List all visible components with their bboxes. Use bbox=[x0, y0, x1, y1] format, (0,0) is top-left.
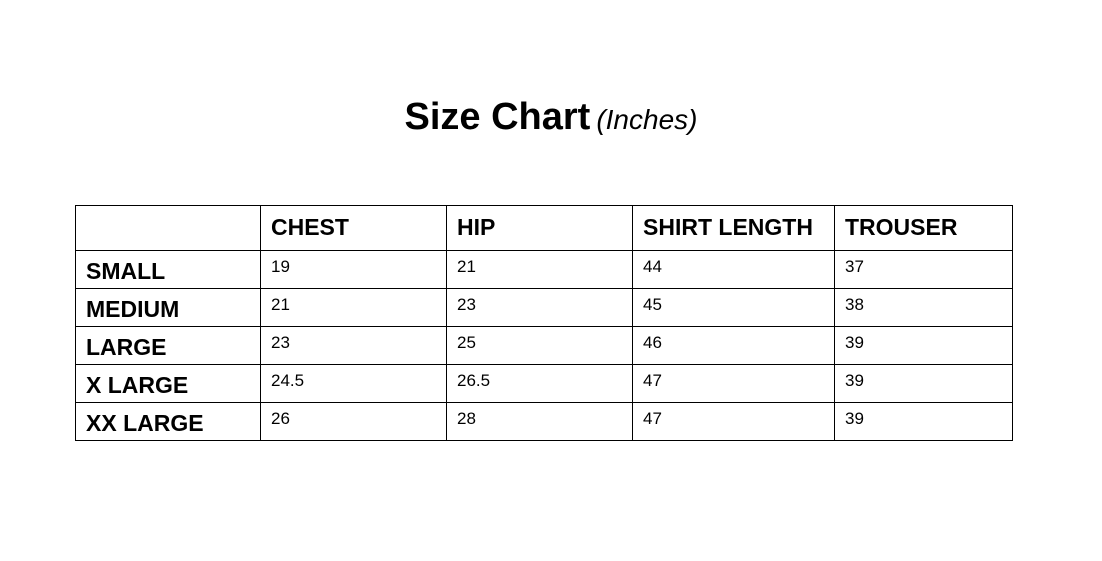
header-cell bbox=[75, 205, 261, 251]
value-cell: 25 bbox=[446, 326, 633, 365]
size-label: MEDIUM bbox=[75, 288, 261, 327]
value-cell: 23 bbox=[446, 288, 633, 327]
value-cell: 24.5 bbox=[260, 364, 447, 403]
value-cell: 38 bbox=[834, 288, 1013, 327]
value-cell: 21 bbox=[446, 250, 633, 289]
value-cell: 39 bbox=[834, 326, 1013, 365]
table-row: XX LARGE 26 28 47 39 bbox=[75, 402, 1013, 441]
header-cell: HIP bbox=[446, 205, 633, 251]
table-row: SMALL 19 21 44 37 bbox=[75, 250, 1013, 289]
value-cell: 46 bbox=[632, 326, 835, 365]
page-title: Size Chart (Inches) bbox=[0, 96, 1102, 139]
value-cell: 21 bbox=[260, 288, 447, 327]
table-row: X LARGE 24.5 26.5 47 39 bbox=[75, 364, 1013, 403]
value-cell: 39 bbox=[834, 402, 1013, 441]
value-cell: 28 bbox=[446, 402, 633, 441]
header-cell: SHIRT LENGTH bbox=[632, 205, 835, 251]
size-label: LARGE bbox=[75, 326, 261, 365]
table-row: MEDIUM 21 23 45 38 bbox=[75, 288, 1013, 327]
value-cell: 47 bbox=[632, 402, 835, 441]
table-row: LARGE 23 25 46 39 bbox=[75, 326, 1013, 365]
value-cell: 26.5 bbox=[446, 364, 633, 403]
value-cell: 37 bbox=[834, 250, 1013, 289]
header-cell: CHEST bbox=[260, 205, 447, 251]
title-unit: (Inches) bbox=[596, 104, 698, 135]
value-cell: 26 bbox=[260, 402, 447, 441]
value-cell: 23 bbox=[260, 326, 447, 365]
value-cell: 45 bbox=[632, 288, 835, 327]
value-cell: 39 bbox=[834, 364, 1013, 403]
size-label: X LARGE bbox=[75, 364, 261, 403]
value-cell: 19 bbox=[260, 250, 447, 289]
value-cell: 44 bbox=[632, 250, 835, 289]
table-header-row: CHEST HIP SHIRT LENGTH TROUSER bbox=[75, 205, 1013, 251]
size-label: XX LARGE bbox=[75, 402, 261, 441]
size-chart-table: CHEST HIP SHIRT LENGTH TROUSER SMALL 19 21… bbox=[75, 205, 1013, 441]
title-main: Size Chart bbox=[404, 96, 591, 138]
size-label: SMALL bbox=[75, 250, 261, 289]
header-cell: TROUSER bbox=[834, 205, 1013, 251]
value-cell: 47 bbox=[632, 364, 835, 403]
